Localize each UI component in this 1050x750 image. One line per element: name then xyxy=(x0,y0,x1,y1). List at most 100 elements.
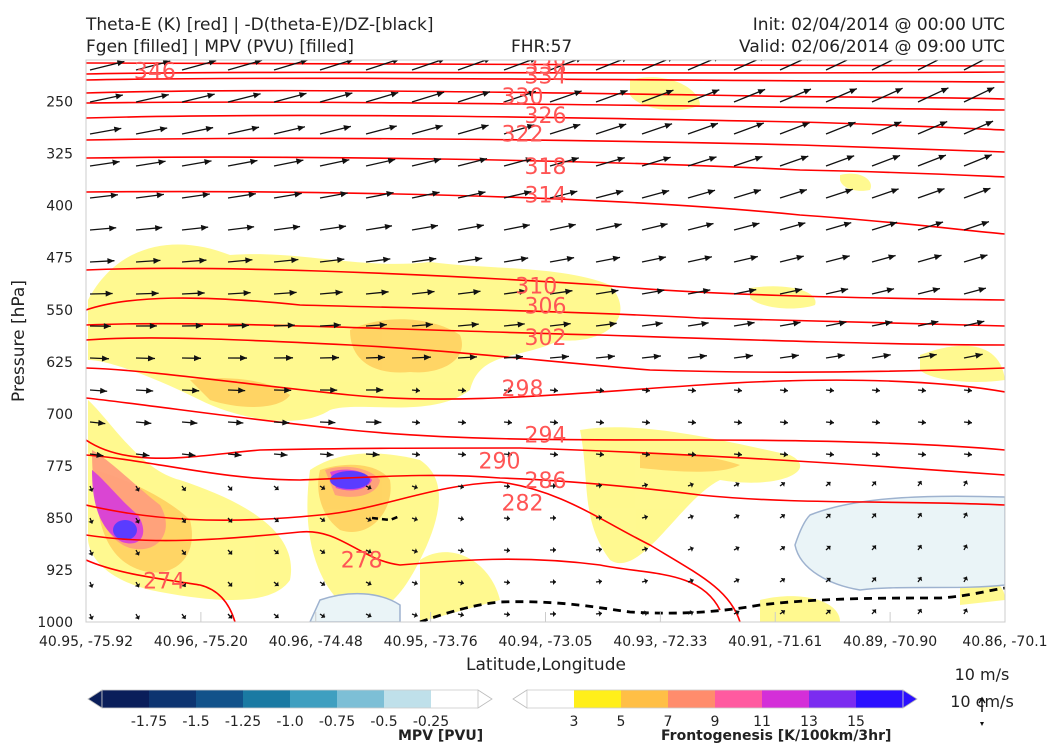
colorbar-tick-label: -1.5 xyxy=(182,714,209,730)
wind-arrow xyxy=(273,125,306,135)
y-tick-label: 325 xyxy=(46,147,73,163)
wind-arrow xyxy=(503,387,513,394)
x-tick-label: 40.95, -75.92 xyxy=(39,634,133,650)
wind-arrow xyxy=(227,60,263,71)
wind-arrow xyxy=(825,121,856,135)
wind-arrow xyxy=(595,321,617,328)
y-tick-label: 550 xyxy=(46,303,73,319)
wind-arrow xyxy=(825,221,852,231)
wind-arrow xyxy=(181,159,212,167)
wind-arrow xyxy=(963,254,988,263)
wind-arrow xyxy=(273,419,290,426)
wind-arrow xyxy=(457,483,464,490)
wind-arrow xyxy=(503,157,534,167)
wind-arrow xyxy=(89,126,122,135)
wind-arrow xyxy=(641,189,670,199)
wind-arrow xyxy=(365,158,396,167)
x-tick-label: 40.96, -75.20 xyxy=(154,634,248,650)
colorbar-swatch xyxy=(337,690,385,708)
wind-arrow xyxy=(411,91,445,103)
wind-arrow xyxy=(687,482,694,488)
wind-arrow xyxy=(779,353,799,360)
wind-arrow xyxy=(595,546,603,553)
y-axis-label: Pressure [hPa] xyxy=(9,280,29,402)
wind-arrow xyxy=(962,544,969,551)
x-tick-label: 40.93, -72.33 xyxy=(613,634,707,650)
wind-arrow xyxy=(227,322,249,329)
wind-arrow xyxy=(917,287,941,295)
wind-arrow xyxy=(135,159,166,167)
colorbar-swatch xyxy=(149,690,197,708)
wind-arrow xyxy=(227,92,261,103)
wind-arrow xyxy=(779,387,789,394)
wind-arrow xyxy=(503,579,511,586)
wind-arrow xyxy=(88,517,94,524)
wind-arrow xyxy=(641,288,665,295)
wind-key-horizontal: 10 m/s xyxy=(955,665,1010,684)
wind-arrow xyxy=(134,517,141,524)
x-tick-label: 40.91, -71.61 xyxy=(728,634,822,650)
wind-arrow xyxy=(549,387,559,394)
wind-arrow xyxy=(825,419,835,426)
colorbar-swatch xyxy=(196,690,244,708)
wind-arrow xyxy=(457,321,479,328)
wind-arrow xyxy=(457,124,489,135)
wind-arrow xyxy=(733,513,740,520)
colorbar-swatch xyxy=(809,690,857,708)
wind-arrow xyxy=(503,124,535,135)
wind-arrow xyxy=(319,224,347,231)
wind-arrow xyxy=(365,419,382,426)
wind-arrow xyxy=(549,451,559,458)
wind-arrow xyxy=(227,257,253,264)
wind-arrow xyxy=(825,254,850,263)
wind-arrow xyxy=(273,387,292,394)
wind-arrow xyxy=(89,355,110,362)
valid-time: Valid: 02/06/2014 @ 09:00 UTC xyxy=(739,37,1005,57)
theta-e-label: 278 xyxy=(341,549,383,574)
wind-arrow xyxy=(273,289,297,296)
wind-arrow xyxy=(917,352,937,359)
wind-arrow xyxy=(917,187,945,199)
wind-arrow xyxy=(733,481,740,488)
y-axis-ticks: 250 325 400 475 550 625 700 775 850 925 1000 xyxy=(37,95,73,631)
wind-arrow xyxy=(733,122,765,135)
wind-arrow xyxy=(273,517,279,523)
wind-arrow xyxy=(365,386,384,393)
wind-arrow xyxy=(825,320,847,327)
wind-arrow xyxy=(273,549,279,555)
wind-arrow xyxy=(365,60,399,71)
wind-arrow xyxy=(457,91,491,103)
wind-arrow xyxy=(963,120,994,135)
y-tick-label: 1000 xyxy=(37,615,73,631)
y-tick-label: 250 xyxy=(46,95,73,111)
wind-arrow xyxy=(595,255,621,263)
wind-arrow xyxy=(687,89,720,103)
wind-arrow xyxy=(687,60,717,71)
wind-arrow xyxy=(457,419,467,426)
wind-arrow xyxy=(319,549,326,555)
theta-e-label: 290 xyxy=(479,449,521,474)
wind-arrow xyxy=(89,192,119,199)
wind-key-arrow xyxy=(978,696,986,712)
wind-arrow xyxy=(641,610,648,617)
wind-arrow xyxy=(962,480,969,487)
wind-arrow xyxy=(779,609,786,615)
wind-arrow xyxy=(411,321,433,328)
colorbar-tick-label: -0.75 xyxy=(319,714,355,730)
theta-e-label: 274 xyxy=(143,569,185,594)
wind-arrow xyxy=(549,353,570,360)
y-tick-label: 925 xyxy=(46,563,73,579)
wind-arrow xyxy=(89,387,108,394)
wind-arrow xyxy=(503,190,532,199)
wind-arrow xyxy=(503,611,511,618)
wind-arrow xyxy=(917,60,940,71)
forecast-hour: FHR:57 xyxy=(511,37,573,57)
wind-arrow xyxy=(687,578,694,584)
colorbar-swatch xyxy=(621,690,669,708)
wind-arrow xyxy=(319,60,355,71)
wind-arrow xyxy=(871,221,898,231)
wind-arrow xyxy=(273,354,294,361)
wind-arrow xyxy=(365,451,380,458)
wind-arrow xyxy=(227,387,246,394)
wind-arrow xyxy=(181,613,187,620)
